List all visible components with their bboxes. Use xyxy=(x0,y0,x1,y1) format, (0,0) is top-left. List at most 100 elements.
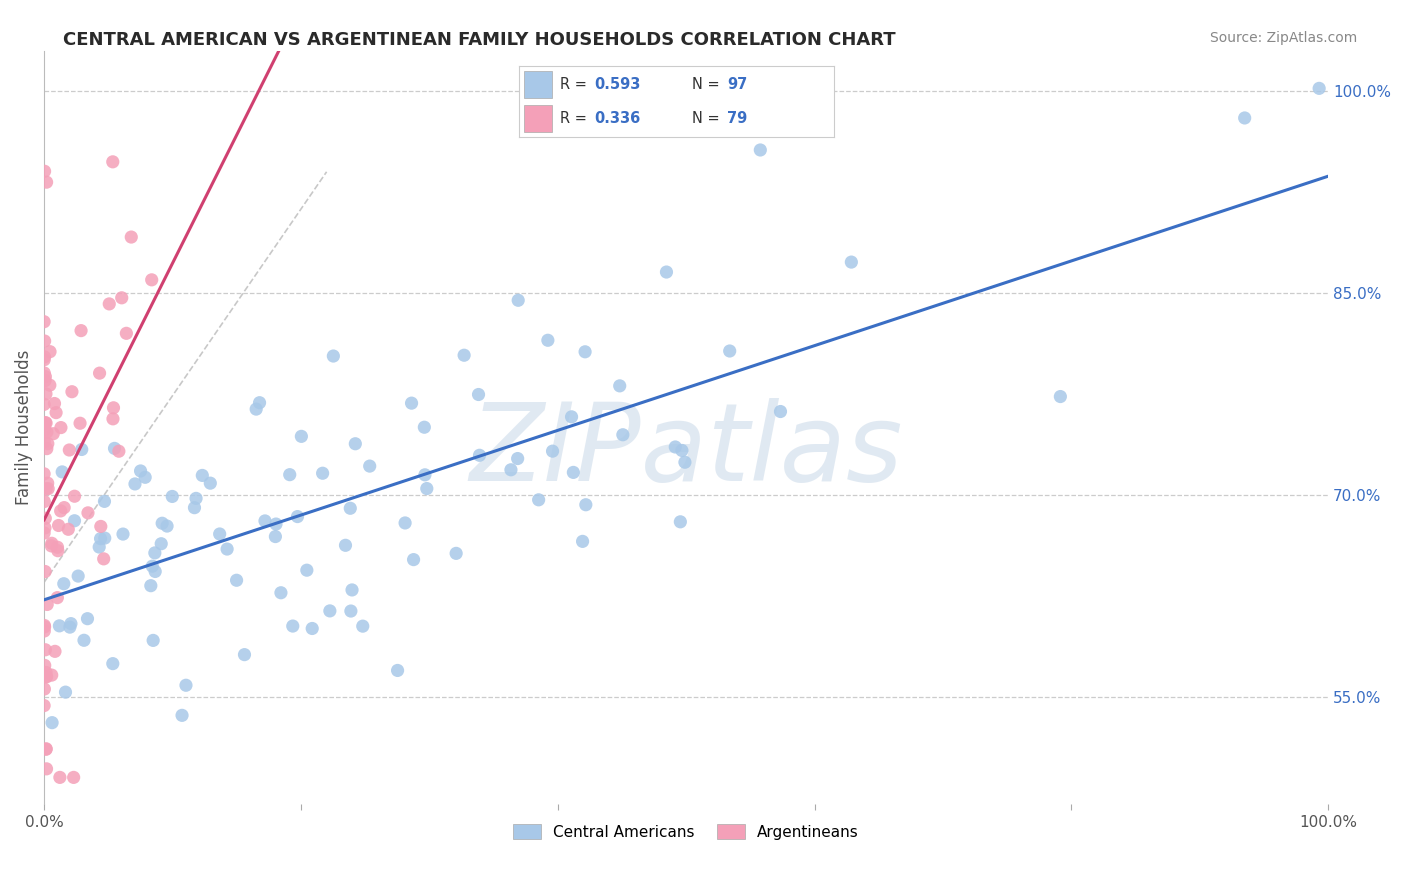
Point xyxy=(664,440,686,454)
Point xyxy=(141,273,163,287)
Point xyxy=(769,404,792,418)
Point xyxy=(103,401,125,415)
Point xyxy=(287,509,309,524)
Point xyxy=(98,297,121,311)
Point xyxy=(34,374,56,388)
Point xyxy=(34,642,56,657)
Point xyxy=(34,620,56,634)
Point xyxy=(69,416,91,430)
Point xyxy=(35,482,58,496)
Point xyxy=(62,771,84,785)
Point xyxy=(44,644,66,658)
Point xyxy=(46,543,69,558)
Point xyxy=(134,470,156,484)
Point xyxy=(281,619,304,633)
Point xyxy=(508,293,530,308)
Point xyxy=(46,591,69,605)
Point xyxy=(841,255,863,269)
Point xyxy=(35,425,58,439)
Point xyxy=(103,442,125,456)
Point xyxy=(41,715,63,730)
Point xyxy=(93,531,115,545)
Point xyxy=(49,420,72,434)
Point xyxy=(34,334,56,348)
Point xyxy=(655,265,678,279)
Point xyxy=(49,504,72,518)
Point xyxy=(52,576,75,591)
Point xyxy=(402,552,425,566)
Point xyxy=(41,668,63,682)
Point xyxy=(468,448,491,462)
Point xyxy=(142,633,165,648)
Legend: Central Americans, Argentineans: Central Americans, Argentineans xyxy=(508,818,865,846)
Point xyxy=(35,742,58,756)
Point xyxy=(93,494,115,508)
Point xyxy=(335,538,357,552)
Point xyxy=(150,537,173,551)
Point xyxy=(34,521,56,535)
Point xyxy=(170,708,193,723)
Point xyxy=(63,514,86,528)
Point xyxy=(32,526,55,541)
Point xyxy=(48,619,70,633)
Point xyxy=(270,586,292,600)
Point xyxy=(208,527,231,541)
Point xyxy=(264,530,287,544)
Point xyxy=(1049,390,1071,404)
Point xyxy=(1233,111,1256,125)
Point xyxy=(612,427,634,442)
Point xyxy=(278,467,301,482)
Point xyxy=(58,442,80,457)
Point xyxy=(295,563,318,577)
Point xyxy=(89,540,111,554)
Point xyxy=(35,665,58,680)
Point xyxy=(32,366,55,380)
Point xyxy=(467,387,489,401)
Point xyxy=(562,466,585,480)
Point xyxy=(673,455,696,469)
Point xyxy=(35,762,58,776)
Point xyxy=(32,417,55,431)
Point xyxy=(249,395,271,409)
Point xyxy=(245,402,267,417)
Point xyxy=(264,516,287,531)
Point xyxy=(359,459,381,474)
Point xyxy=(120,230,142,244)
Point xyxy=(93,552,115,566)
Text: Source: ZipAtlas.com: Source: ZipAtlas.com xyxy=(1209,31,1357,45)
Point xyxy=(34,681,56,696)
Point xyxy=(541,444,564,458)
Point xyxy=(115,326,138,341)
Text: ZIPatlas: ZIPatlas xyxy=(470,398,903,502)
Point xyxy=(162,490,184,504)
Point xyxy=(340,582,363,597)
Point xyxy=(55,685,77,699)
Point xyxy=(499,463,522,477)
Point xyxy=(59,616,82,631)
Point xyxy=(32,434,55,449)
Point xyxy=(58,522,80,536)
Point xyxy=(76,612,98,626)
Point xyxy=(609,379,631,393)
Point xyxy=(101,412,124,426)
Point xyxy=(51,465,73,479)
Point xyxy=(111,527,134,541)
Point xyxy=(506,451,529,466)
Point xyxy=(37,598,59,612)
Point xyxy=(124,477,146,491)
Point xyxy=(35,670,58,684)
Y-axis label: Family Households: Family Households xyxy=(15,350,32,505)
Point xyxy=(669,515,692,529)
Point xyxy=(41,539,63,553)
Point xyxy=(34,416,56,430)
Point xyxy=(32,467,55,481)
Point xyxy=(183,500,205,515)
Point xyxy=(290,429,312,443)
Point xyxy=(35,175,58,189)
Point xyxy=(42,426,65,441)
Point xyxy=(401,396,423,410)
Point xyxy=(319,604,342,618)
Point xyxy=(453,348,475,362)
Point xyxy=(37,482,59,496)
Point xyxy=(1308,81,1330,95)
